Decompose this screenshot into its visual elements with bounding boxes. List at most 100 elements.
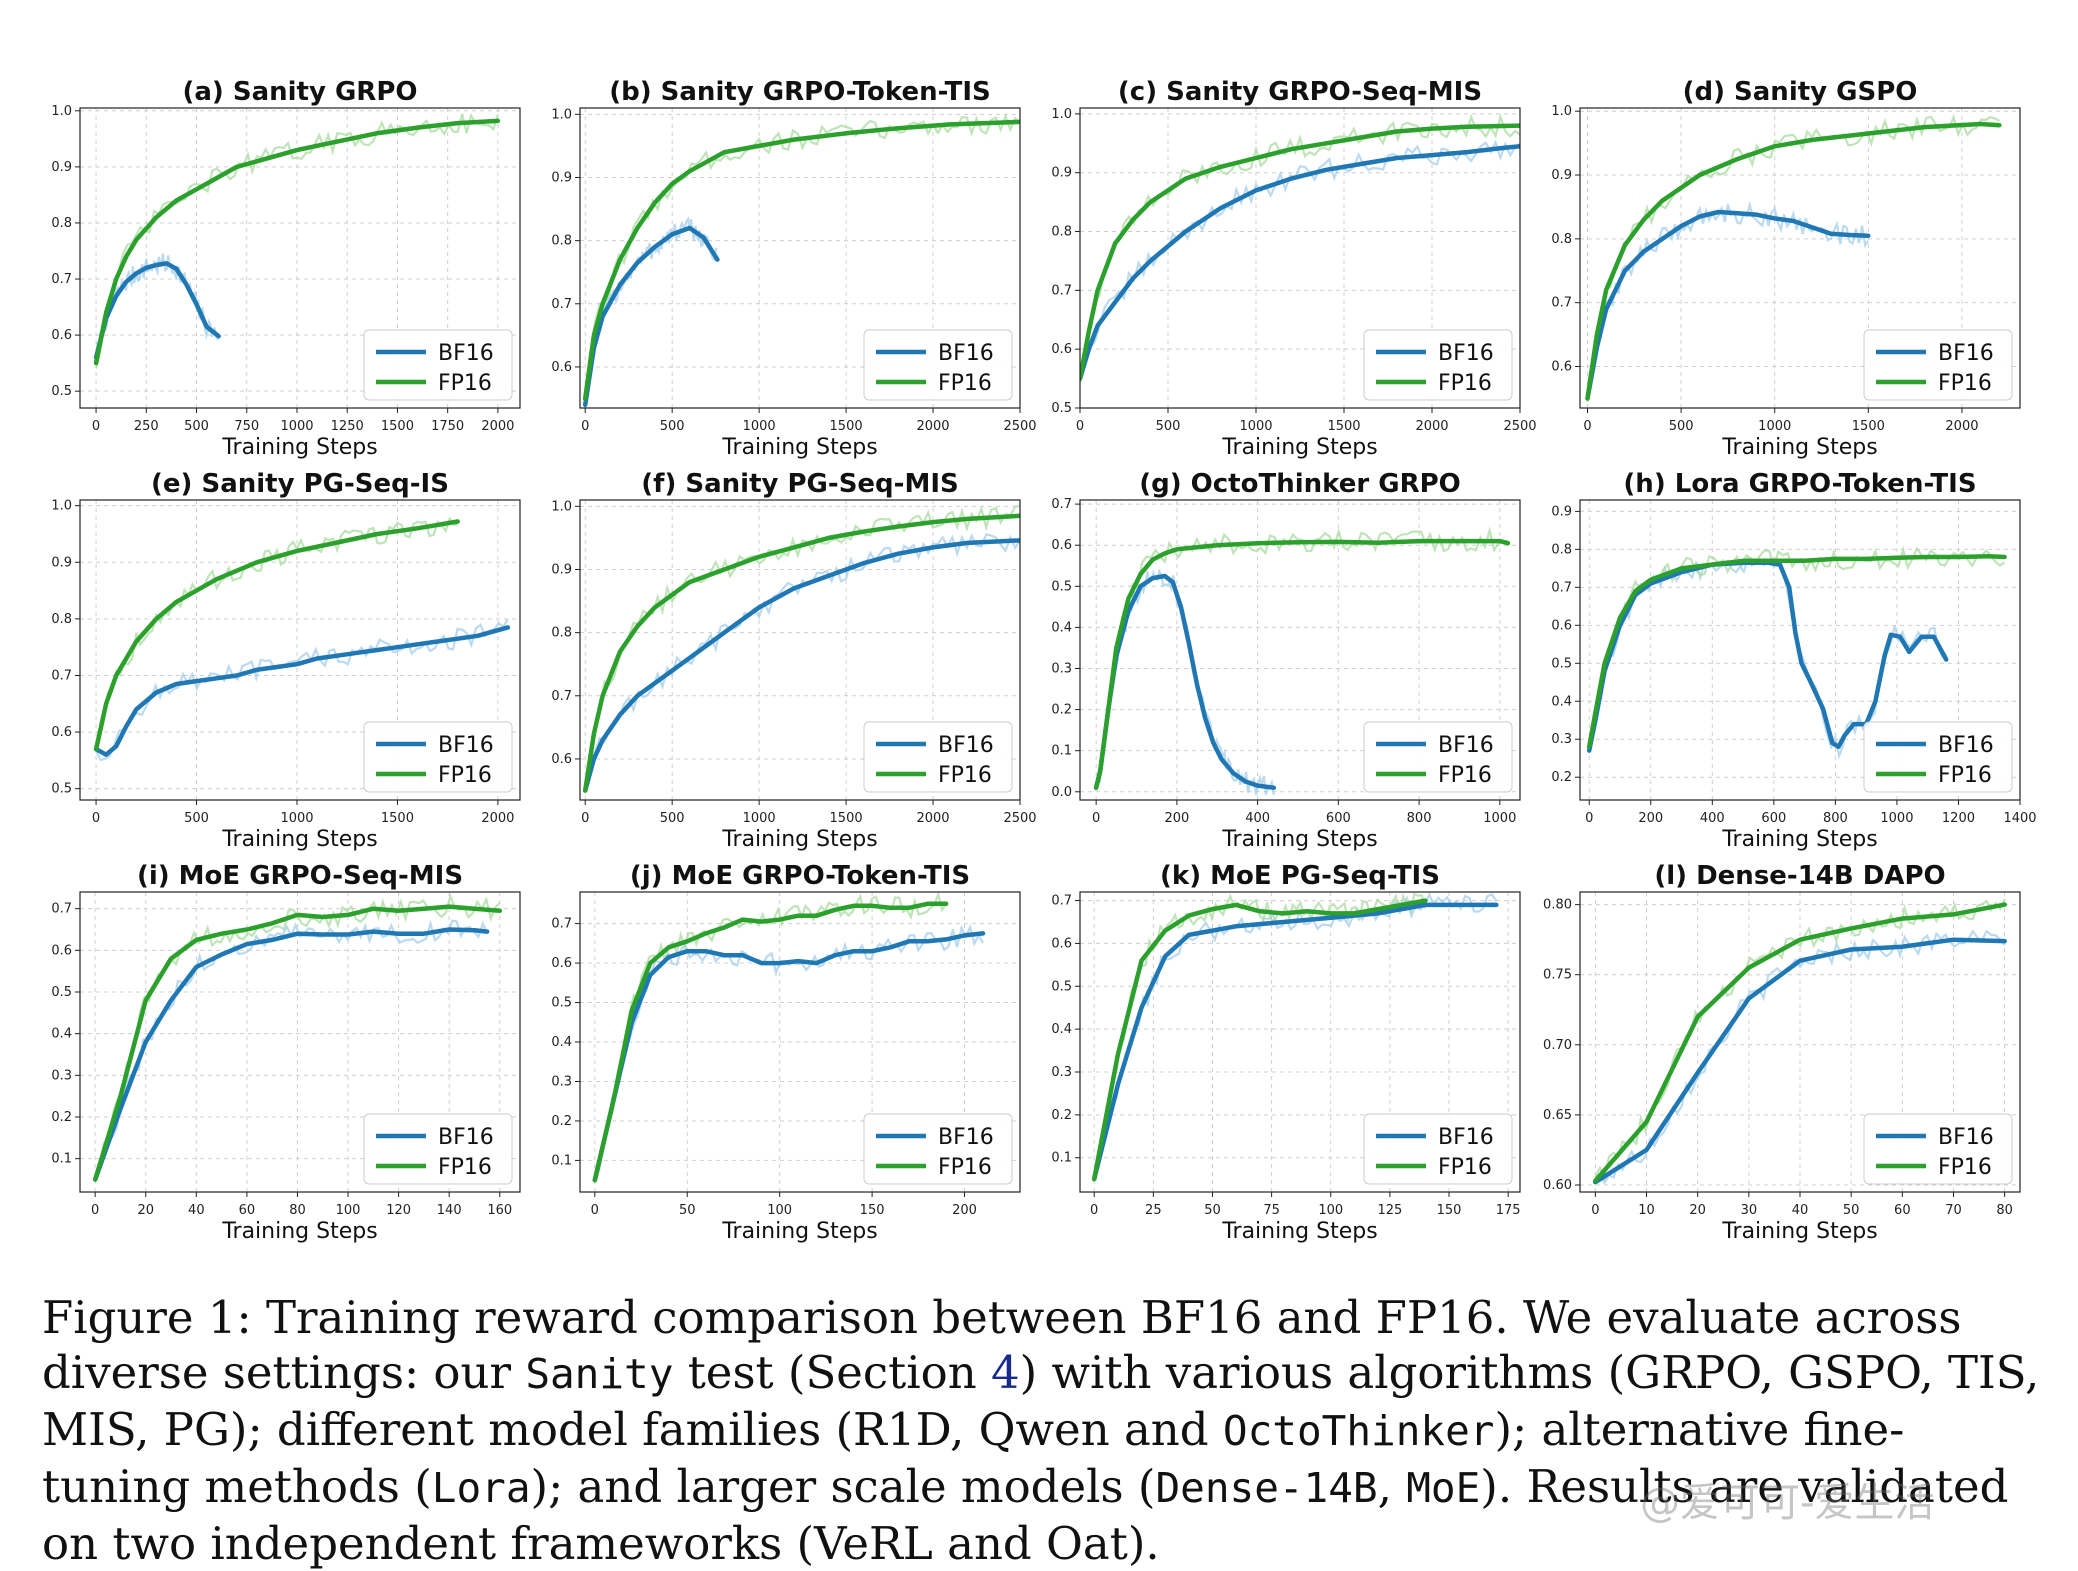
series-line-bf16 [93,625,511,757]
legend-label-fp16: FP16 [1938,1155,1992,1180]
legend: BF16 FP16 [863,721,1013,793]
series-raw-bf16 [95,253,220,364]
y-tick-label: 0.7 [1051,283,1072,298]
series-raw-fp16 [1594,898,2006,1183]
x-axis-label: Training Steps [1221,435,1377,460]
x-tick-label: 500 [184,419,209,434]
y-tick-label: 0.2 [1051,1108,1072,1123]
caption-text-2: test (Section [673,1346,991,1399]
plot-area [93,112,501,369]
subplot-4: (d) Sanity GSPO 0 500 1000 1500 2000 0.6 0.7 0.8… [1551,77,2021,460]
y-tick-label: 1.0 [1051,107,1072,122]
series-line-bf16 [93,261,221,360]
subplot-12: (l) Dense-14B DAPO 0 10 20 30 40 50 60 70 80 0.60 0… [1543,861,2021,1244]
series-line-bf16 [1091,902,1499,1182]
x-tick-label: 25 [1145,1203,1162,1218]
y-tick-label: 0.0 [1051,785,1072,800]
series-raw-fp16 [95,516,458,752]
x-tick-label: 125 [1377,1203,1402,1218]
chart-title: (b) Sanity GRPO-Token-TIS [609,77,991,107]
legend: BF16 FP16 [1363,721,1513,793]
y-tick-label: 0.9 [1551,504,1572,519]
watermark: @爱可可-爱生活 [1640,1480,1935,1526]
y-tick-label: 0.6 [551,360,572,375]
legend: BF16 FP16 [363,721,513,793]
x-tick-label: 800 [1823,811,1848,826]
x-tick-label: 1500 [830,419,863,434]
legend-label-fp16: FP16 [938,1155,992,1180]
y-tick-label: 0.8 [1551,232,1572,247]
y-tick-label: 0.6 [551,752,572,767]
x-tick-label: 1000 [1239,419,1272,434]
y-tick-label: 0.60 [1543,1178,1572,1193]
y-tick-label: 0.7 [1551,296,1572,311]
y-tick-label: 0.8 [51,612,72,627]
y-tick-label: 0.2 [1551,770,1572,785]
x-tick-label: 1500 [830,811,863,826]
x-tick-label: 400 [1245,811,1270,826]
axes-frame [79,891,521,1193]
legend: BF16 FP16 [1863,329,2013,401]
x-tick-label: 1000 [1483,811,1516,826]
series-line-bf16 [582,225,720,408]
x-axis-label: Training Steps [221,435,377,460]
chart-title: (j) MoE GRPO-Token-TIS [630,861,970,891]
y-tick-label: 0.3 [1551,732,1572,747]
caption-octothinker: OctoThinker [1222,1407,1495,1455]
y-tick-label: 0.1 [551,1153,572,1168]
x-tick-label: 160 [487,1203,512,1218]
x-tick-label: 400 [1700,811,1725,826]
y-tick-label: 0.5 [551,996,572,1011]
subplot-5: (e) Sanity PG-Seq-IS 0 500 1000 1500 2000 0.5 0… [51,469,521,852]
caption-text-1: Training reward comparison between BF16 … [42,1291,1962,1399]
x-tick-label: 200 [1164,811,1189,826]
y-tick-label: 0.9 [51,555,72,570]
series-line-fp16 [93,118,501,366]
y-tick-label: 0.4 [1051,620,1072,635]
caption-lora: Lora [431,1464,531,1512]
y-tick-label: 0.9 [551,562,572,577]
x-tick-label: 1500 [1852,419,1885,434]
x-axis-label: Training Steps [1221,1219,1377,1244]
caption-text-3: ) with various algorithms (GRPO, GSPO, T… [42,1346,2040,1456]
x-tick-label: 60 [239,1203,256,1218]
axes-frame [79,107,521,409]
y-tick-label: 0.4 [51,1027,72,1042]
subplot-10: (j) MoE GRPO-Token-TIS 0 50 100 150 200 0.1 0.2… [551,861,1021,1244]
plot-area [1585,114,2002,402]
series-raw-bf16 [1095,568,1275,796]
plot-area [582,113,1020,408]
legend: BF16 FP16 [1863,721,2013,793]
x-tick-label: 120 [386,1203,411,1218]
plot-area [592,892,986,1183]
y-tick-label: 0.6 [51,725,72,740]
x-tick-label: 50 [1843,1203,1860,1218]
x-tick-label: 150 [860,1203,885,1218]
subplot-3: (c) Sanity GRPO-Seq-MIS 0 500 1000 1500 2000 2… [1051,77,1536,460]
y-tick-label: 0.5 [1051,579,1072,594]
x-tick-label: 1250 [331,419,364,434]
legend: BF16 FP16 [1363,329,1513,401]
caption-text-4: ); alternative fine-tuning methods ( [42,1403,1905,1513]
x-tick-label: 60 [1894,1203,1911,1218]
chart-title: (f) Sanity PG-Seq-MIS [641,469,958,499]
series-line-bf16 [582,538,1020,793]
series-line-fp16 [592,901,949,1183]
x-axis-label: Training Steps [221,1219,377,1244]
x-tick-label: 500 [184,811,209,826]
series-line-bf16 [1093,573,1277,790]
subplot-1: (a) Sanity GRPO 0 250 500 750 1000 1250 1500 175… [51,77,521,460]
caption-section-link[interactable]: 4 [991,1346,1020,1399]
series-line-fp16 [1593,902,2007,1184]
y-tick-label: 0.6 [1051,538,1072,553]
x-tick-label: 800 [1407,811,1432,826]
chart-title: (d) Sanity GSPO [1683,77,1918,107]
y-tick-label: 1.0 [1551,104,1572,119]
legend-label-fp16: FP16 [1438,371,1492,396]
plot-area [1080,113,1520,383]
axes-frame [1079,107,1521,409]
y-tick-label: 0.9 [1551,168,1572,183]
x-tick-label: 20 [137,1203,154,1218]
x-axis-label: Training Steps [1221,827,1377,852]
x-axis-label: Training Steps [1721,1219,1877,1244]
